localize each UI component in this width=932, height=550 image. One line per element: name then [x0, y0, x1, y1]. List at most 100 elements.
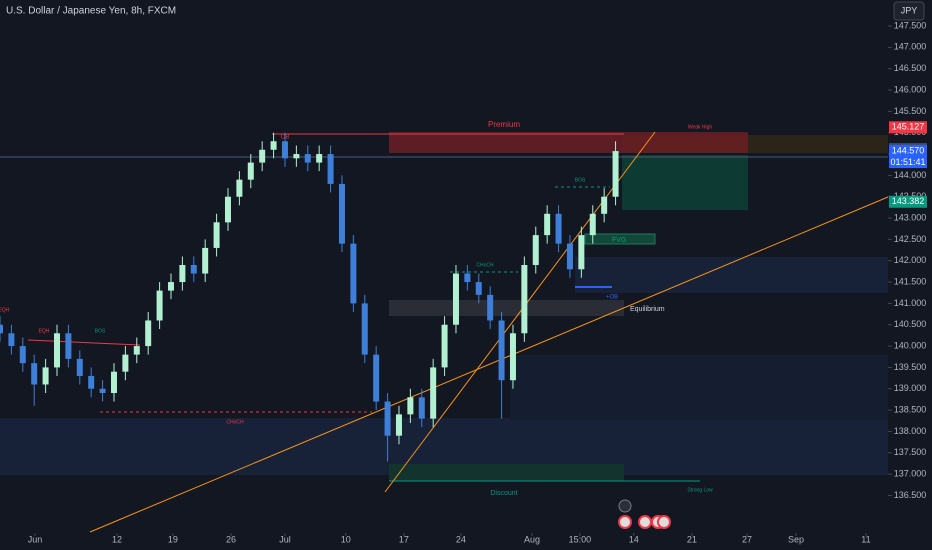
- candle-body: [441, 324, 448, 368]
- candle-body: [338, 183, 345, 244]
- annotation: EQH: [0, 307, 10, 313]
- candle-body: [589, 213, 596, 236]
- candle-body: [190, 265, 197, 274]
- y-tick-label: 137.000: [894, 468, 927, 478]
- x-tick-label: 14: [629, 534, 639, 544]
- y-tick-label: 137.500: [894, 447, 927, 457]
- candle-body: [612, 151, 619, 197]
- fvg-zone: [584, 233, 656, 245]
- candle-body: [53, 333, 60, 368]
- candle-body: [544, 213, 551, 236]
- y-tick-label: 141.500: [894, 276, 927, 286]
- candle-body: [418, 397, 425, 419]
- candle-body: [532, 235, 539, 265]
- candle-body: [316, 154, 323, 163]
- candle-body: [281, 141, 288, 159]
- candle-body: [65, 333, 72, 359]
- candle-body: [521, 265, 528, 334]
- y-tick-label: 142.500: [894, 234, 927, 244]
- price-tag-label: 143.382: [892, 196, 925, 206]
- event-icon[interactable]: [618, 499, 632, 513]
- candle-body: [395, 414, 402, 436]
- y-tick-label: 143.000: [894, 212, 927, 222]
- price-axis: [888, 0, 932, 550]
- event-icon[interactable]: [638, 515, 652, 529]
- candle-body: [407, 397, 414, 415]
- candle-body: [430, 367, 437, 419]
- y-tick-label: 141.000: [894, 298, 927, 308]
- annotation: EQH: [39, 328, 50, 334]
- price-tag: [889, 195, 927, 208]
- y-tick-label: 145.500: [894, 106, 927, 116]
- x-tick-label: Aug: [524, 534, 540, 544]
- x-tick-label: 27: [742, 534, 752, 544]
- candle-body: [19, 346, 26, 364]
- candle-body: [224, 196, 231, 223]
- candle-body: [213, 222, 220, 248]
- candle-body: [236, 179, 243, 197]
- x-tick-label: 11: [861, 534, 870, 544]
- annotation: Strong Low: [687, 487, 713, 493]
- candle-body: [475, 282, 482, 295]
- candle-body: [327, 154, 334, 184]
- x-tick-label: 12: [112, 534, 122, 544]
- equilibrium-zone: [389, 300, 624, 316]
- trend-line: [384, 131, 656, 493]
- discount-zone: [389, 464, 624, 481]
- x-tick-label: 21: [687, 534, 697, 544]
- candle-body: [601, 196, 608, 214]
- candle-body: [110, 371, 117, 394]
- candle-body: [145, 320, 152, 347]
- price-tag: [889, 121, 927, 134]
- x-tick-label: Jul: [279, 534, 291, 544]
- y-tick-label: 142.000: [894, 255, 927, 265]
- annotation: OB: [281, 135, 290, 141]
- y-tick-label: 140.000: [894, 340, 927, 350]
- candle-body: [156, 290, 163, 321]
- y-tick-label: 147.500: [894, 20, 927, 30]
- annotation: Weak High: [688, 124, 713, 130]
- candle-body: [566, 243, 573, 270]
- y-tick-label: 139.500: [894, 362, 927, 372]
- event-icon[interactable]: [657, 515, 671, 529]
- candle-body: [76, 358, 83, 376]
- x-tick-label: Jun: [28, 534, 43, 544]
- candle-body: [0, 324, 3, 334]
- event-icon[interactable]: [618, 515, 632, 529]
- candle-body: [202, 247, 209, 274]
- currency-label: JPY: [901, 5, 918, 15]
- price-tag-label: 145.127: [892, 122, 925, 132]
- countdown: 01:51:41: [890, 157, 925, 167]
- annotation: FVG: [612, 237, 626, 244]
- trend-line: [89, 196, 889, 533]
- price-tag-label: 144.570: [892, 145, 925, 155]
- currency-button[interactable]: [893, 1, 925, 21]
- x-tick-label: 24: [456, 534, 466, 544]
- y-tick-label: 136.500: [894, 490, 927, 500]
- candle-body: [88, 375, 95, 389]
- y-tick-label: 140.500: [894, 319, 927, 329]
- candle-body: [247, 162, 254, 180]
- candle-body: [384, 401, 391, 436]
- candle-body: [464, 273, 471, 283]
- y-tick-label: 138.000: [894, 426, 927, 436]
- chart-title: U.S. Dollar / Japanese Yen, 8h, FXCM: [6, 6, 176, 17]
- candle-body: [350, 243, 357, 304]
- y-tick-label: 138.500: [894, 404, 927, 414]
- y-tick-label: 144.000: [894, 170, 927, 180]
- candle-body: [8, 333, 15, 347]
- annotation: CHoCH: [226, 419, 244, 425]
- zone: [622, 155, 748, 210]
- annotation: CHoCH: [476, 262, 494, 268]
- premium-zone: [389, 132, 748, 153]
- candle-body: [179, 265, 186, 283]
- candle-body: [167, 282, 174, 291]
- zone: [510, 355, 888, 420]
- level-line: [27, 339, 141, 346]
- candle-body: [293, 154, 300, 159]
- event-icons: [618, 499, 671, 529]
- countdown-tag: [889, 157, 927, 169]
- x-tick-label: 19: [168, 534, 178, 544]
- candle-body: [578, 235, 585, 270]
